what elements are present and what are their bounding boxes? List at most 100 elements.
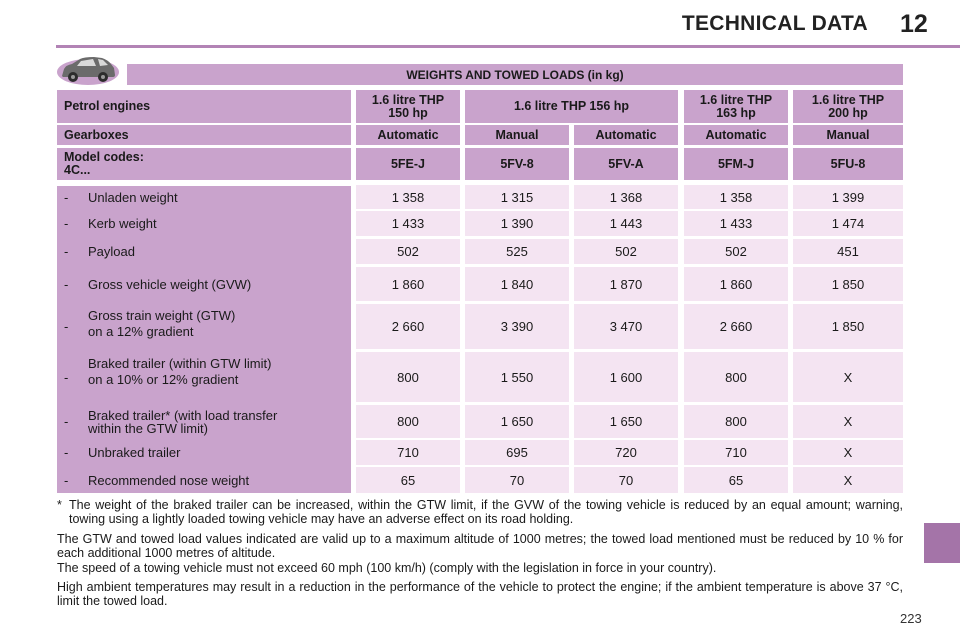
table-cell: 525 — [465, 239, 569, 264]
gearbox-cell: Automatic — [574, 125, 678, 145]
table-row: - Braked trailer (within GTW limit) on a … — [57, 352, 903, 402]
row-dash: - — [64, 189, 69, 205]
row-label: - Gross vehicle weight (GVW) — [57, 267, 351, 301]
row-label: - Braked trailer (within GTW limit) on a … — [57, 352, 351, 402]
table-cell: 2 660 — [356, 304, 460, 349]
row-label-text: Braked trailer (within GTW limit) on a 1… — [88, 356, 272, 387]
note-speed: The speed of a towing vehicle must not e… — [57, 561, 717, 575]
row-label: - Payload — [57, 239, 351, 264]
row-dash: - — [64, 369, 69, 385]
table-cell: X — [793, 440, 903, 465]
table-cell: 65 — [356, 467, 460, 493]
table-cell: 1 840 — [465, 267, 569, 301]
row-label: - Gross train weight (GTW) on a 12% gradi… — [57, 304, 351, 349]
table-cell: 800 — [684, 405, 788, 438]
table-cell: 70 — [574, 467, 678, 493]
table-cell: 800 — [356, 352, 460, 402]
model-code-cell: 5FM-J — [684, 148, 788, 180]
row-dash: - — [64, 472, 69, 488]
row-label-text: Unladen weight — [88, 189, 178, 205]
engine-163: 1.6 litre THP 163 hp — [684, 90, 788, 123]
table-cell: 695 — [465, 440, 569, 465]
row-label-text: Recommended nose weight — [88, 472, 250, 488]
note-altitude: The GTW and towed load values indicated … — [57, 532, 903, 560]
row-dash: - — [64, 276, 69, 292]
table-cell: 1 870 — [574, 267, 678, 301]
table-cell: 1 358 — [684, 185, 788, 209]
note-temperature: High ambient temperatures may result in … — [57, 580, 903, 608]
chapter-tab — [924, 523, 960, 563]
model-code-cell: 5FV-A — [574, 148, 678, 180]
table-cell: 1 860 — [684, 267, 788, 301]
model-code-cell: 5FV-8 — [465, 148, 569, 180]
table-cell: 65 — [684, 467, 788, 493]
row-label-text: Unbraked trailer — [88, 445, 181, 460]
engines-row: Petrol engines 1.6 litre THP 150 hp 1.6 … — [57, 90, 903, 123]
row-dash: - — [64, 414, 69, 429]
table-row: - Braked trailer* (with load transfer wit… — [57, 405, 903, 438]
table-cell: 720 — [574, 440, 678, 465]
chapter-number: 12 — [900, 10, 928, 38]
table-cell: 3 390 — [465, 304, 569, 349]
model-codes-row: Model codes: 4C... 5FE-J 5FV-8 5FV-A 5FM… — [57, 148, 903, 180]
gearbox-cell: Manual — [465, 125, 569, 145]
note-text: The weight of the braked trailer can be … — [69, 498, 903, 526]
row-label: - Recommended nose weight — [57, 467, 351, 493]
table-cell: 1 315 — [465, 185, 569, 209]
table-cell: 1 443 — [574, 211, 678, 236]
table-row: - Unladen weight 1 358 1 315 1 368 1 358 1 399 — [57, 185, 903, 209]
row-label-text: Kerb weight — [88, 216, 157, 231]
note-braked-trailer: * The weight of the braked trailer can b… — [57, 498, 903, 526]
engine-200: 1.6 litre THP 200 hp — [793, 90, 903, 123]
row-dash: - — [64, 244, 69, 259]
table-cell: 1 650 — [574, 405, 678, 438]
table-row: - Unbraked trailer 710 695 720 710 X — [57, 440, 903, 465]
table-cell: X — [793, 467, 903, 493]
engines-label: Petrol engines — [57, 90, 351, 123]
row-label-text: Payload — [88, 244, 135, 259]
engine-150: 1.6 litre THP 150 hp — [356, 90, 460, 123]
row-dash: - — [64, 445, 69, 460]
model-codes-label: Model codes: 4C... — [57, 148, 351, 180]
page-number: 223 — [900, 611, 922, 626]
gearbox-cell: Automatic — [684, 125, 788, 145]
table-cell: 70 — [465, 467, 569, 493]
table-cell: 1 850 — [793, 267, 903, 301]
table-row: - Recommended nose weight 65 70 70 65 X — [57, 467, 903, 493]
table-cell: 800 — [356, 405, 460, 438]
table-cell: 1 433 — [684, 211, 788, 236]
table-cell: 1 650 — [465, 405, 569, 438]
table-row: - Gross vehicle weight (GVW) 1 860 1 840 1 8… — [57, 267, 903, 301]
table-cell: 1 600 — [574, 352, 678, 402]
table-cell: 1 474 — [793, 211, 903, 236]
table-row: - Payload 502 525 502 502 451 — [57, 239, 903, 264]
row-dash: - — [64, 216, 69, 231]
table-cell: 710 — [684, 440, 788, 465]
gearbox-cell: Automatic — [356, 125, 460, 145]
table-cell: 1 399 — [793, 185, 903, 209]
gearboxes-label: Gearboxes — [57, 125, 351, 145]
table-cell: 710 — [356, 440, 460, 465]
table-row: - Kerb weight 1 433 1 390 1 443 1 433 1 474 — [57, 211, 903, 236]
row-label-text: Gross train weight (GTW) on a 12% gradie… — [88, 308, 236, 339]
car-icon — [57, 57, 119, 85]
table-cell: 1 358 — [356, 185, 460, 209]
model-code-cell: 5FE-J — [356, 148, 460, 180]
table-row: - Gross train weight (GTW) on a 12% gradi… — [57, 304, 903, 349]
row-labels-background — [57, 186, 351, 493]
table-cell: 502 — [574, 239, 678, 264]
table-cell: 3 470 — [574, 304, 678, 349]
table-cell: 1 390 — [465, 211, 569, 236]
row-label: - Braked trailer* (with load transfer wit… — [57, 405, 351, 438]
table-cell: 451 — [793, 239, 903, 264]
engine-156: 1.6 litre THP 156 hp — [465, 90, 678, 123]
table-cell: 1 368 — [574, 185, 678, 209]
row-label: - Kerb weight — [57, 211, 351, 236]
table-cell: X — [793, 405, 903, 438]
row-label-text: Gross vehicle weight (GVW) — [88, 276, 252, 292]
table-cell: X — [793, 352, 903, 402]
row-label: - Unladen weight — [57, 185, 351, 209]
table-cell: 1 860 — [356, 267, 460, 301]
row-label-text: Braked trailer* (with load transfer with… — [88, 407, 278, 436]
table-cell: 1 433 — [356, 211, 460, 236]
